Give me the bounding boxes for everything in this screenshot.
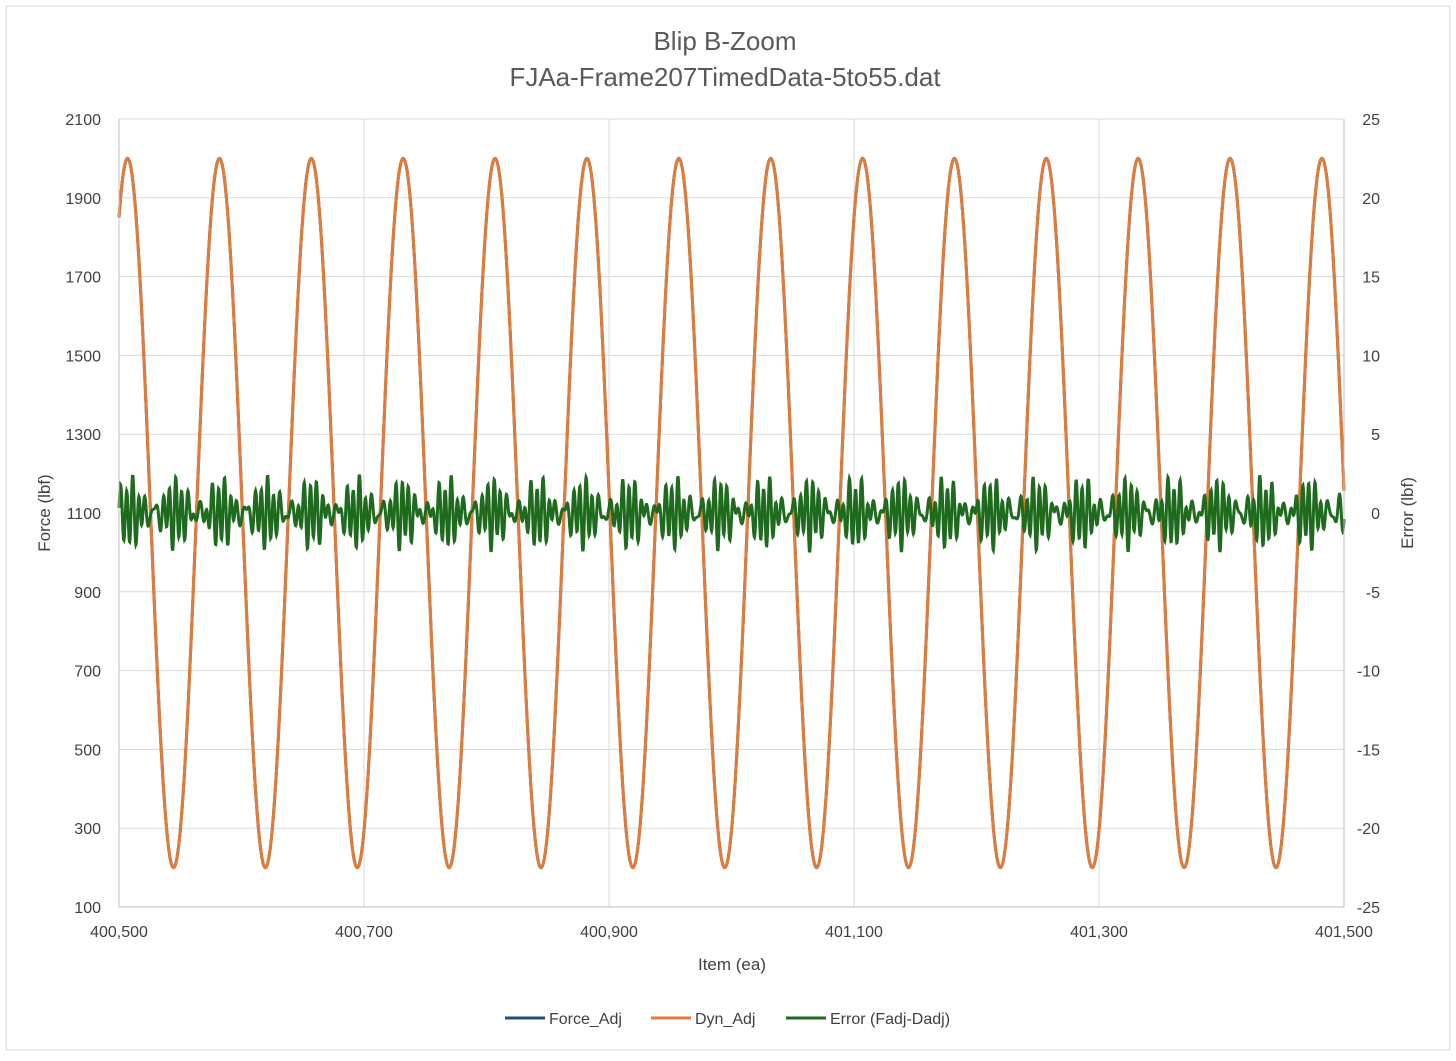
y2-tick-label: -10 [1357,664,1380,681]
x-tick-label: 400,500 [90,924,148,941]
y2-tick-label: -20 [1357,821,1380,838]
x-tick-label: 401,100 [825,924,883,941]
y-tick-label: 1300 [65,427,101,444]
y-tick-label: 300 [74,821,101,838]
y-tick-label: 900 [74,585,101,602]
x-tick-label: 401,300 [1070,924,1128,941]
y-tick-label: 500 [74,742,101,759]
y2-tick-label: 0 [1371,506,1380,523]
y2-tick-label: -25 [1357,900,1380,917]
y-tick-label: 100 [74,900,101,917]
y-tick-label: 1500 [65,348,101,365]
series-line-error [117,471,1346,556]
y2-tick-label: -15 [1357,742,1380,759]
legend-label-dyn-adj: Dyn_Adj [695,1011,755,1028]
legend-label-error: Error (Fadj-Dadj) [830,1011,950,1028]
y-tick-label: 1900 [65,191,101,208]
chart-title: Blip B-Zoom [653,26,796,56]
axes [118,119,1345,908]
x-tick-label: 400,700 [335,924,393,941]
series-line-dyn-adj [117,156,1346,870]
legend-label-force-adj: Force_Adj [549,1011,622,1028]
x-tick-label: 400,900 [580,924,638,941]
y-tick-label: 700 [74,664,101,681]
tick-labels: 100300500700900110013001500170019002100-… [65,112,1380,941]
plot-series [117,156,1346,870]
y2-tick-label: 25 [1362,112,1380,129]
y2-tick-label: 20 [1362,191,1380,208]
y-axis-title: Force (lbf) [35,474,54,551]
y-tick-label: 1700 [65,270,101,287]
y2-tick-label: -5 [1366,585,1380,602]
y2-tick-label: 10 [1362,348,1380,365]
x-tick-label: 401,500 [1315,924,1373,941]
y-tick-label: 2100 [65,112,101,129]
y2-axis-title: Error (lbf) [1398,477,1417,549]
y-tick-label: 1100 [67,506,102,523]
legend: Force_Adj Dyn_Adj Error (Fadj-Dadj) [505,1011,950,1028]
y2-tick-label: 15 [1362,270,1380,287]
x-axis-title: Item (ea) [698,955,766,974]
chart-subtitle: FJAa-Frame207TimedData-5to55.dat [509,62,941,92]
y2-tick-label: 5 [1371,427,1380,444]
